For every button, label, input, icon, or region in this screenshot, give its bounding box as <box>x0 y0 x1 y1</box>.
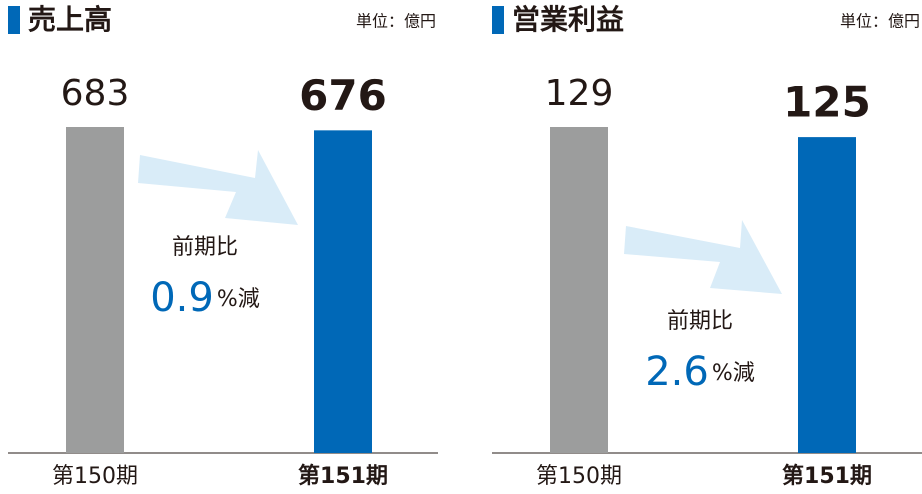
panel-0: 売上高 単位：億円 683 第150期 676 第151期 前期比 0.9 %減 <box>8 3 438 489</box>
chart-title: 売上高 <box>28 3 112 36</box>
x-tick-label: 第151期 <box>782 463 872 489</box>
title-marker <box>492 6 504 34</box>
trend-arrow <box>138 150 298 225</box>
unit-label: 単位：億円 <box>356 12 436 31</box>
title-marker <box>8 6 20 34</box>
annotation-label: 前期比 <box>667 309 733 334</box>
value-label: 129 <box>545 73 614 114</box>
panel-1: 営業利益 単位：億円 129 第150期 125 第151期 前期比 2.6 %減 <box>492 3 922 489</box>
unit-label: 単位：億円 <box>840 12 920 31</box>
change-suffix: %減 <box>712 361 755 386</box>
change-value: 0.9 <box>150 275 214 321</box>
trend-arrow <box>624 220 782 294</box>
value-label: 676 <box>299 71 387 120</box>
x-tick-label: 第151期 <box>298 463 388 489</box>
x-tick-label: 第150期 <box>52 464 138 489</box>
bar <box>66 127 124 453</box>
annotation-change: 0.9 %減 <box>150 275 260 321</box>
change-suffix: %減 <box>217 287 260 312</box>
annotation-label: 前期比 <box>172 235 238 260</box>
bar <box>798 137 856 453</box>
change-value: 2.6 <box>645 349 709 395</box>
annotation-change: 2.6 %減 <box>645 349 755 395</box>
value-label: 683 <box>61 73 130 114</box>
chart-title: 営業利益 <box>512 3 624 36</box>
bar <box>550 127 608 453</box>
x-tick-label: 第150期 <box>536 464 622 489</box>
value-label: 125 <box>783 78 871 127</box>
bar <box>314 130 372 454</box>
